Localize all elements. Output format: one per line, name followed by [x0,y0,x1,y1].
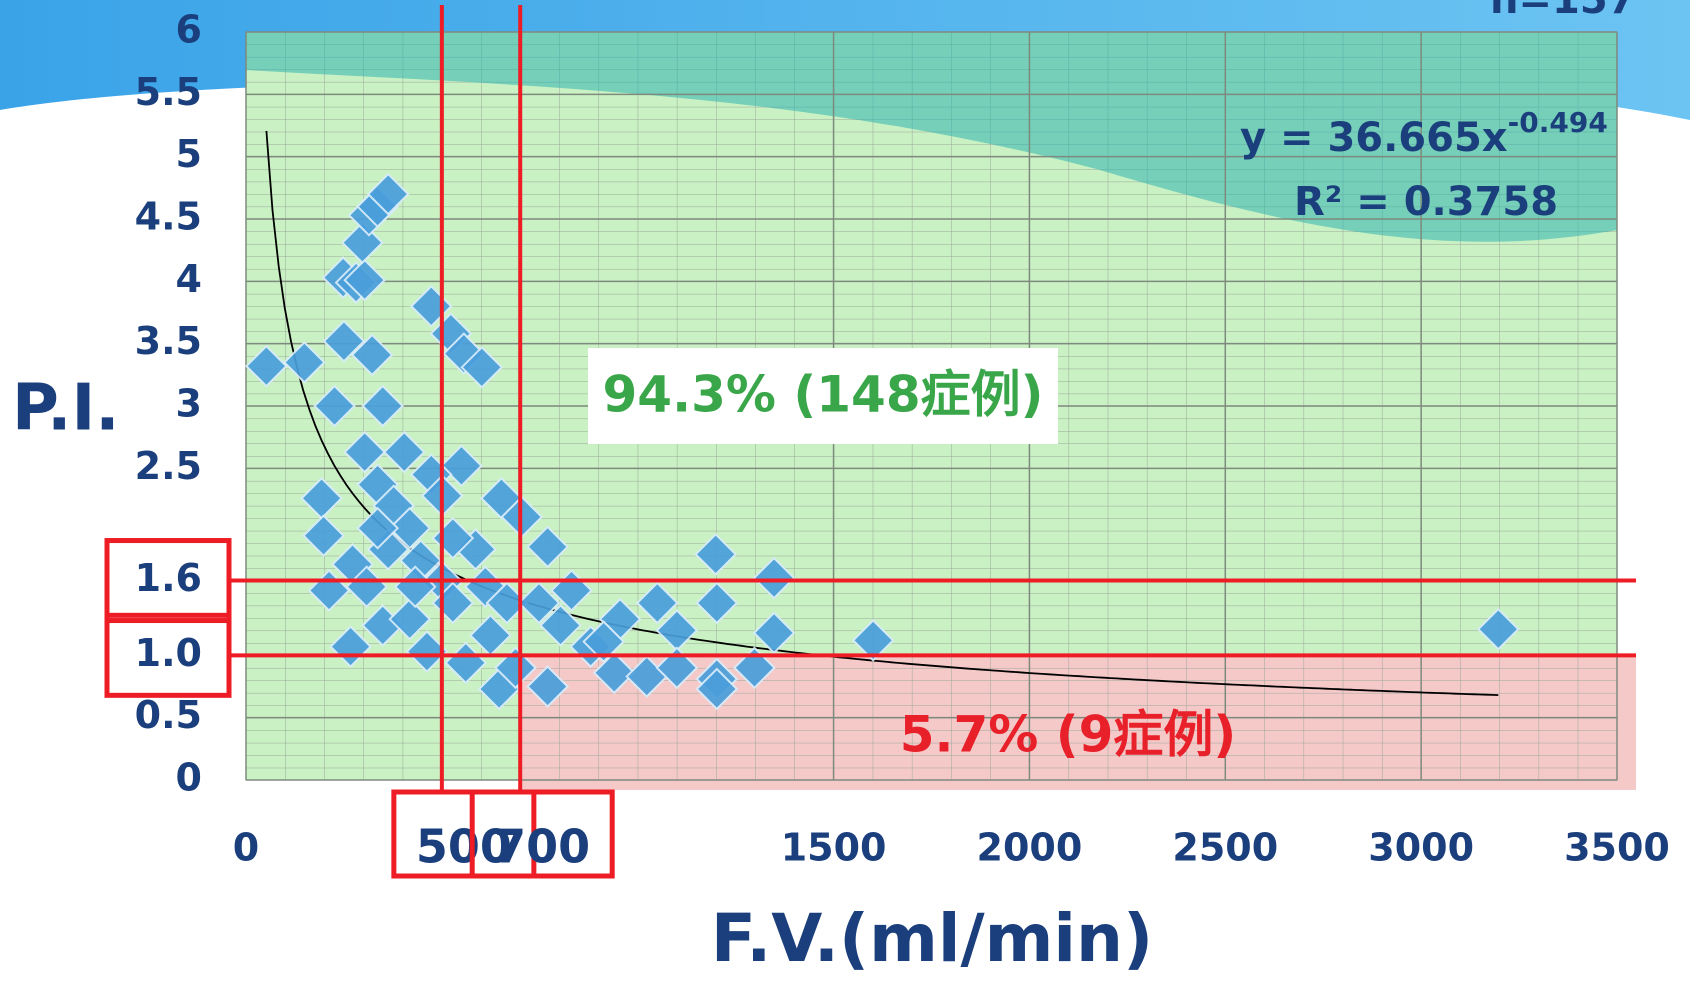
x-axis-title: F.V.(ml/min) [711,900,1153,977]
y-tick-label: 5 [176,132,202,176]
y-tick-label: 3.5 [135,319,202,363]
x-tick-label: 700 [494,820,590,874]
fit-equation-base: y = 36.665x [1240,115,1508,161]
x-tick-label: 3500 [1564,826,1670,870]
y-tick-label: 4 [176,257,202,301]
y-tick-label: 1.6 [135,556,202,600]
y-tick-label: 5.5 [135,70,202,114]
y-tick-label: 3 [176,382,202,426]
x-tick-label: 2500 [1172,826,1278,870]
y-tick-label: 6 [176,8,202,52]
y-axis-title: P.I. [12,372,120,446]
x-tick-label: 2000 [977,826,1083,870]
corner-note: n=157 [1490,0,1636,23]
x-tick-label: 0 [233,826,259,870]
x-tick-label: 1500 [781,826,887,870]
region-label: 5.7% (9症例) [900,706,1237,764]
y-tick-label: 2.5 [135,444,202,488]
y-tick-label: 0.5 [135,693,202,737]
region-label: 94.3% (148症例) [603,366,1044,424]
y-tick-label: 4.5 [135,195,202,239]
chart: 00.51.01.62.533.544.555.5605007001500200… [0,0,1690,987]
x-tick-label: 3000 [1368,826,1474,870]
y-tick-label: 0 [176,756,202,800]
fit-exponent: -0.494 [1508,106,1608,139]
y-tick-label: 1.0 [135,631,202,675]
fit-r2: R² = 0.3758 [1294,179,1558,225]
